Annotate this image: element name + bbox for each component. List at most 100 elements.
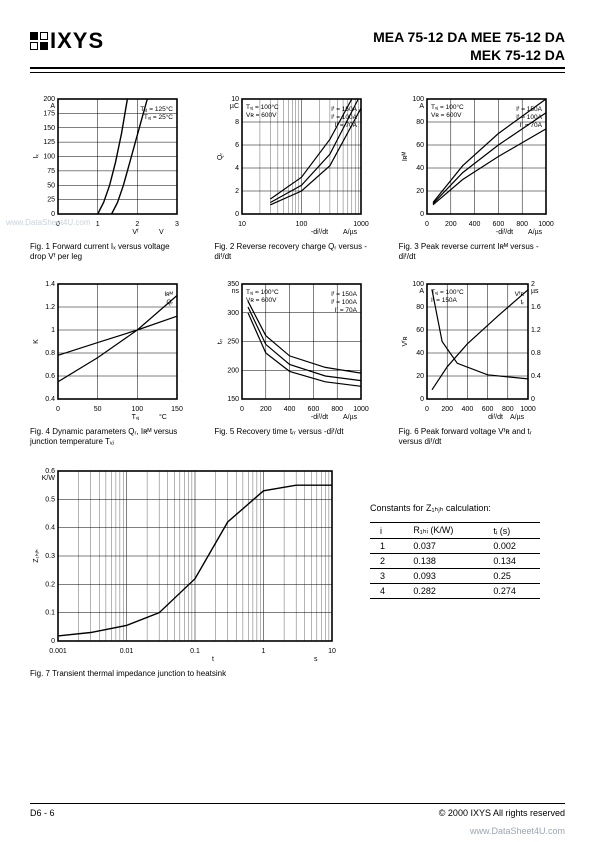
chart-fig1: 01230255075100125150175200AIₓVVᶠTᵥⱼ = 12… (30, 91, 196, 262)
svg-text:200: 200 (228, 368, 240, 375)
svg-text:Iᶠ = 100A: Iᶠ = 100A (331, 299, 358, 306)
svg-text:1000: 1000 (354, 406, 370, 413)
svg-text:1000: 1000 (538, 221, 554, 228)
svg-text:400: 400 (461, 406, 473, 413)
watermark-right: www.DataSheet4U.com (470, 826, 565, 836)
svg-text:60: 60 (416, 327, 424, 334)
svg-text:K/W: K/W (42, 475, 56, 482)
svg-text:1.2: 1.2 (45, 304, 55, 311)
svg-text:4: 4 (235, 165, 239, 172)
table-row: 10.0370.002 (370, 539, 540, 554)
footer-right: © 2000 IXYS All rights reserved (439, 808, 565, 818)
svg-text:A/µs: A/µs (343, 229, 358, 236)
svg-text:150: 150 (171, 406, 183, 413)
svg-text:8: 8 (235, 119, 239, 126)
caption-fig5: Fig. 5 Recovery time tᵣᵣ versus -diᶠ/dt (214, 427, 369, 437)
svg-text:75: 75 (47, 168, 55, 175)
svg-text:0: 0 (235, 211, 239, 218)
svg-text:Qᵣ: Qᵣ (217, 153, 224, 160)
svg-text:0.4: 0.4 (531, 373, 541, 380)
svg-text:Iᶠ = 150A: Iᶠ = 150A (331, 291, 358, 298)
caption-fig7: Fig. 7 Transient thermal impedance junct… (30, 669, 340, 679)
svg-text:0.1: 0.1 (45, 610, 55, 617)
footer-left: D6 - 6 (30, 808, 55, 818)
svg-text:Tᵥⱼ = 100°C: Tᵥⱼ = 100°C (431, 103, 464, 111)
col-i: i (370, 523, 403, 539)
caption-fig4: Fig. 4 Dynamic parameters Qᵣ, Iʀᴹ versus… (30, 427, 185, 447)
svg-text:600: 600 (492, 221, 504, 228)
svg-text:0.001: 0.001 (49, 648, 67, 655)
svg-text:Iʀᴹ: Iʀᴹ (402, 152, 409, 162)
svg-text:A: A (419, 103, 424, 110)
svg-text:0.1: 0.1 (190, 648, 200, 655)
table-row: 20.1380.134 (370, 554, 540, 569)
svg-text:Z₁ₕⱼₕ: Z₁ₕⱼₕ (33, 549, 40, 563)
svg-text:Vᶠ: Vᶠ (132, 229, 139, 236)
svg-text:100: 100 (43, 154, 55, 161)
svg-text:40: 40 (416, 350, 424, 357)
chart-fig6: 02004006008001000020406080100AVᶠʀA/µsdiᶠ… (399, 276, 565, 447)
parts-line-2: MEK 75-12 DA (373, 46, 565, 64)
svg-text:Tᵥⱼ = 100°C: Tᵥⱼ = 100°C (246, 103, 279, 111)
chart-svg-fig5: 02004006008001000150200250300350nstᵣᵣA/µ… (214, 276, 369, 421)
svg-text:2: 2 (135, 221, 139, 228)
svg-text:A/µs: A/µs (528, 229, 543, 236)
svg-text:K: K (33, 339, 40, 344)
svg-text:80: 80 (416, 304, 424, 311)
svg-text:1: 1 (262, 648, 266, 655)
constants-block: Constants for Z₁ₕⱼₕ calculation: i R₁ₕᵢ … (370, 463, 565, 599)
svg-text:1: 1 (51, 327, 55, 334)
svg-text:0: 0 (425, 221, 429, 228)
svg-text:10: 10 (328, 648, 336, 655)
svg-text:0: 0 (420, 211, 424, 218)
table-row: 40.2820.274 (370, 584, 540, 599)
svg-text:µs: µs (531, 288, 539, 295)
chart-svg-fig3: 02004006008001000020406080100AIʀᴹA/µs-di… (399, 91, 554, 236)
svg-text:125: 125 (43, 140, 55, 147)
svg-text:ns: ns (232, 288, 240, 295)
svg-text:Iᶠ = 100A: Iᶠ = 100A (331, 114, 358, 121)
svg-text:6: 6 (235, 142, 239, 149)
svg-text:0: 0 (56, 406, 60, 413)
svg-text:150: 150 (228, 396, 240, 403)
chart-fig2: 1010010000246810µCQᵣA/µs-diᶠ/dtTᵥⱼ = 100… (214, 91, 380, 262)
logo-text: IXYS (50, 28, 104, 54)
svg-text:Tᵥⱼ = 100°C: Tᵥⱼ = 100°C (431, 288, 464, 296)
svg-text:s: s (314, 656, 318, 663)
svg-text:100: 100 (412, 281, 424, 288)
svg-text:800: 800 (516, 221, 528, 228)
table-row: 30.0930.25 (370, 569, 540, 584)
svg-text:µC: µC (230, 103, 239, 110)
page: IXYS MEA 75-12 DA MEE 75-12 DA MEK 75-12… (0, 0, 595, 699)
svg-text:1.4: 1.4 (45, 281, 55, 288)
svg-text:Tᵥⱼ: Tᵥⱼ (132, 414, 140, 421)
chart-fig4: 0501001500.40.60.811.21.4K°CTᵥⱼIʀᴹQᵣ Fig… (30, 276, 196, 447)
svg-text:A: A (50, 103, 55, 110)
svg-text:250: 250 (228, 339, 240, 346)
svg-text:V: V (159, 229, 164, 236)
caption-fig3: Fig. 3 Peak reverse current Iʀᴹ versus -… (399, 242, 554, 262)
svg-text:tᵣ: tᵣ (520, 299, 524, 306)
caption-fig2: Fig. 2 Reverse recovery charge Qᵣ versus… (214, 242, 369, 262)
svg-text:2: 2 (531, 281, 535, 288)
chart-svg-fig4: 0501001500.40.60.811.21.4K°CTᵥⱼIʀᴹQᵣ (30, 276, 185, 421)
svg-text:600: 600 (481, 406, 493, 413)
svg-text:Iʀᴹ: Iʀᴹ (164, 291, 173, 298)
svg-text:Vʀ = 600V: Vʀ = 600V (246, 112, 277, 119)
chart-svg-fig1: 01230255075100125150175200AIₓVVᶠTᵥⱼ = 12… (30, 91, 185, 236)
svg-text:200: 200 (445, 221, 457, 228)
svg-text:175: 175 (43, 111, 55, 118)
charts-grid: 01230255075100125150175200AIₓVVᶠTᵥⱼ = 12… (30, 91, 565, 447)
svg-text:1000: 1000 (354, 221, 370, 228)
svg-text:10: 10 (238, 221, 246, 228)
svg-text:300: 300 (228, 310, 240, 317)
svg-text:200: 200 (43, 96, 55, 103)
constants-table: i R₁ₕᵢ (K/W) tᵢ (s) 10.0370.002 20.1380.… (370, 522, 540, 599)
svg-text:0: 0 (420, 396, 424, 403)
chart-fig7: 0.0010.010.111000.10.20.30.40.50.6K/WZ₁ₕ… (30, 463, 340, 679)
chart-svg-fig2: 1010010000246810µCQᵣA/µs-diᶠ/dtTᵥⱼ = 100… (214, 91, 369, 236)
svg-text:tᵣᵣ: tᵣᵣ (217, 339, 224, 345)
svg-text:Vʀ = 600V: Vʀ = 600V (431, 112, 462, 119)
svg-text:Iₓ: Iₓ (33, 154, 40, 159)
svg-text:-diᶠ/dt: -diᶠ/dt (496, 229, 513, 236)
